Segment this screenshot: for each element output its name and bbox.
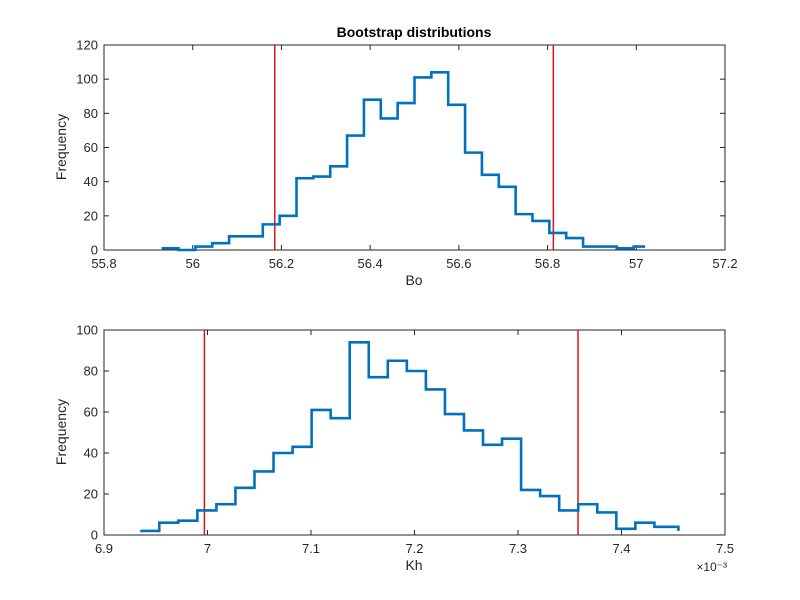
x-tick-label: 7.2 [405, 541, 423, 556]
y-tick-label: 60 [84, 140, 98, 155]
y-tick-label: 20 [84, 208, 98, 223]
histogram-outline [161, 71, 646, 252]
y-tick-label: 0 [91, 528, 98, 543]
x-tick-label: 56.6 [446, 256, 471, 271]
x-tick-label: 7.1 [302, 541, 320, 556]
y-tick-label: 0 [91, 243, 98, 258]
y-tick-label: 40 [84, 174, 98, 189]
y-tick-label: 120 [76, 38, 98, 53]
x-axis-label: Bo [405, 272, 422, 288]
y-tick-label: 20 [84, 487, 98, 502]
x-axis-ticks: 55.8 56 56.2 56.4 56.6 56.8 57 57.2 [91, 45, 738, 271]
y-tick-label: 80 [84, 364, 98, 379]
y-tick-label: 80 [84, 106, 98, 121]
x-tick-label: 57 [629, 256, 643, 271]
y-axis-ticks: 0 20 40 60 80 100 [76, 323, 725, 543]
x-tick-label: 7 [204, 541, 211, 556]
x-tick-label: 56.2 [269, 256, 294, 271]
y-axis-label: Frequency [53, 399, 69, 465]
histogram-outline [140, 341, 680, 533]
x-axis-label: Kh [405, 557, 422, 573]
x-axis-exponent: ×10⁻³ [696, 560, 727, 574]
bo-histogram-panel: Bootstrap distributions 55.8 56 56.2 56.4 56… [53, 24, 738, 288]
y-tick-label: 40 [84, 446, 98, 461]
axes-box [103, 44, 726, 251]
x-tick-label: 56 [185, 256, 199, 271]
y-axis-label: Frequency [53, 114, 69, 180]
axes-box [103, 329, 726, 536]
y-tick-label: 100 [76, 323, 98, 338]
x-tick-label: 7.3 [509, 541, 527, 556]
x-axis-ticks: 6.9 7 7.1 7.2 7.3 7.4 7.5 [95, 330, 734, 556]
x-tick-label: 56.8 [535, 256, 560, 271]
kh-histogram-panel: 6.9 7 7.1 7.2 7.3 7.4 7.5 0 20 40 60 80 100 Kh Freq… [53, 323, 734, 575]
y-tick-label: 100 [76, 72, 98, 87]
x-tick-label: 7.4 [612, 541, 630, 556]
y-axis-ticks: 0 20 40 60 80 100 120 [76, 38, 725, 258]
x-tick-label: 55.8 [91, 256, 116, 271]
chart-title: Bootstrap distributions [337, 24, 492, 40]
x-tick-label: 6.9 [95, 541, 113, 556]
x-tick-label: 7.5 [716, 541, 734, 556]
x-tick-label: 56.4 [357, 256, 382, 271]
y-tick-label: 60 [84, 405, 98, 420]
x-tick-label: 57.2 [712, 256, 737, 271]
